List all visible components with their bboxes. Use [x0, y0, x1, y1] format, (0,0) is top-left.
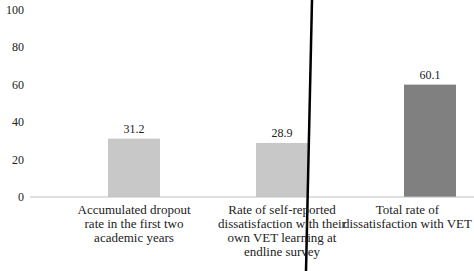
y-tick-label: 0	[18, 190, 24, 204]
y-tick-label: 60	[12, 78, 24, 92]
y-tick-label: 20	[12, 153, 24, 167]
y-tick-label: 40	[12, 115, 24, 129]
x-tick-label: Total rate ofdissatisfaction with VET	[343, 202, 472, 231]
bar	[404, 85, 456, 197]
chart-svg: 0 20 40 60 80 100 31.2 28.9 60.1 Accumulated drop…	[0, 0, 474, 271]
data-label: 60.1	[420, 68, 441, 82]
bar	[256, 143, 308, 197]
data-label: 31.2	[124, 122, 145, 136]
y-tick-label: 80	[12, 40, 24, 54]
data-label: 28.9	[272, 126, 293, 140]
bars	[108, 85, 456, 197]
x-tick-label: Rate of self-reporteddissatisfaction wit…	[218, 202, 346, 259]
x-axis	[30, 197, 474, 198]
x-tick-label: Accumulated dropoutrate in the first two…	[78, 202, 191, 245]
bar	[108, 139, 160, 197]
y-tick-label: 100	[6, 3, 24, 17]
chart-container: 0 20 40 60 80 100 31.2 28.9 60.1 Accumulated drop…	[0, 0, 474, 271]
